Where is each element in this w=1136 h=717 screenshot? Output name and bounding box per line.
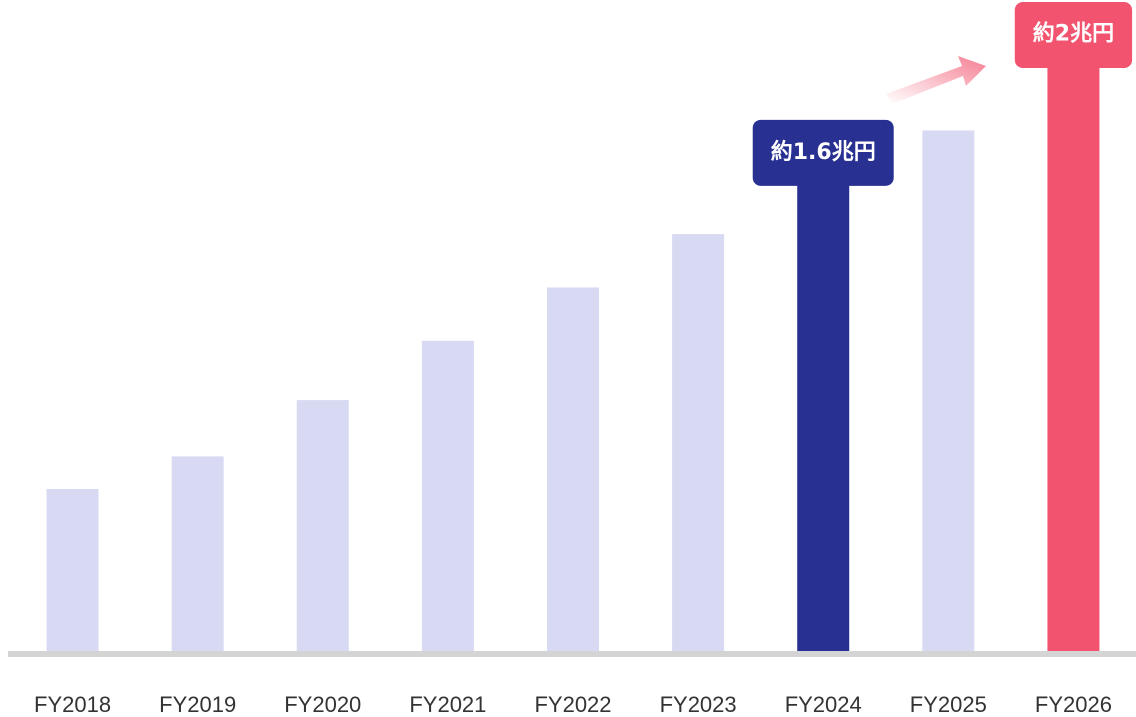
bar <box>296 400 349 652</box>
value-label-box <box>1014 2 1133 68</box>
bar <box>922 130 975 652</box>
x-tick-label: FY2018 <box>34 692 111 717</box>
bar <box>171 456 224 652</box>
x-tick-label: FY2026 <box>1035 692 1112 717</box>
x-tick-label: FY2024 <box>785 692 862 717</box>
value-label-box <box>752 119 894 186</box>
x-tick-label: FY2023 <box>660 692 737 717</box>
value-label: 約1.6兆円 <box>771 139 876 165</box>
x-tick-label: FY2020 <box>284 692 361 717</box>
bar <box>421 340 474 652</box>
x-tick-label: FY2022 <box>534 692 611 717</box>
bar <box>797 177 850 652</box>
x-tick-label: FY2019 <box>159 692 236 717</box>
labels: FY2018 FY2019 FY2020 FY2021 FY2022 FY2023 FY20… <box>34 2 1133 717</box>
bar <box>46 489 99 652</box>
bars <box>46 59 1100 653</box>
bar <box>672 234 725 653</box>
bar <box>1047 59 1100 653</box>
x-tick-label: FY2025 <box>910 692 987 717</box>
x-tick-label: FY2021 <box>409 692 486 717</box>
bar <box>547 287 599 652</box>
baseline <box>8 651 1136 657</box>
value-label: 約2兆円 <box>1033 20 1114 46</box>
growth-arrow <box>886 56 986 104</box>
